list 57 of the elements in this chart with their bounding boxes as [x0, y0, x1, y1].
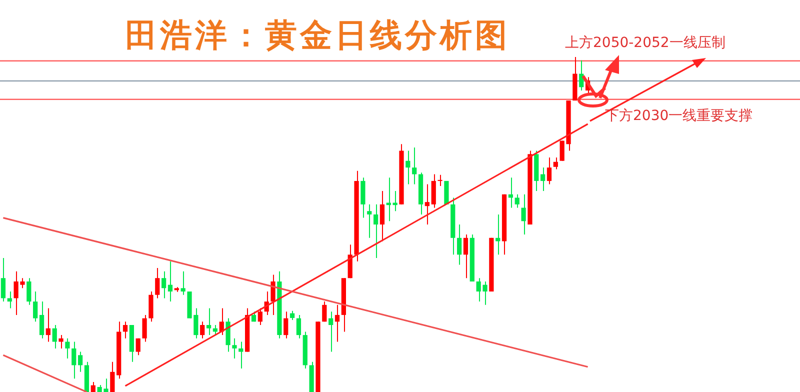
- candlestick: [546, 157, 552, 185]
- candlestick: [39, 301, 44, 339]
- ref-line-label: 下方2030一线重要支撑: [605, 106, 753, 125]
- candlestick: [521, 194, 526, 236]
- candlestick: [386, 177, 391, 222]
- candlestick: [496, 214, 500, 256]
- candlestick: [553, 157, 558, 170]
- candlestick: [168, 260, 173, 302]
- candlestick: [431, 174, 436, 208]
- candlestick: [334, 304, 340, 342]
- candlestick: [26, 278, 32, 306]
- candlestick: [232, 338, 237, 359]
- candlestick: [200, 321, 205, 339]
- candlestick: [78, 351, 83, 372]
- candlestick: [7, 291, 12, 309]
- candlestick: [258, 308, 262, 326]
- candlestick: [142, 314, 147, 342]
- candlestick: [438, 174, 442, 186]
- candlestick: [52, 324, 57, 349]
- candlestick: [161, 270, 166, 299]
- candlestick: [72, 341, 76, 380]
- candlestick: [463, 234, 468, 279]
- candlestick: [322, 301, 327, 322]
- candlestick: [90, 381, 96, 392]
- candlestick: [33, 291, 38, 322]
- candlestick: [392, 190, 398, 212]
- candlestick: [206, 308, 212, 336]
- candlestick: [348, 244, 352, 279]
- candlestick: [296, 314, 302, 339]
- chart-title: 田浩洋：黄金日线分析图: [125, 15, 510, 56]
- candlestick: [412, 146, 417, 185]
- candlestick: [122, 321, 128, 339]
- candlestick: [290, 310, 295, 320]
- candlestick: [270, 274, 276, 316]
- candlestick: [380, 190, 385, 242]
- candlestick: [46, 308, 50, 342]
- candlestick: [58, 334, 64, 349]
- candlestick: [367, 204, 372, 238]
- candlestick: [540, 167, 546, 192]
- candlestick: [406, 150, 410, 185]
- candlestick: [360, 177, 366, 218]
- ref-line-label: 上方2050-2052一线压制: [565, 34, 726, 52]
- candlestick: [148, 291, 154, 322]
- candlestick: [0, 258, 6, 302]
- candlestick: [514, 194, 520, 208]
- candlestick: [328, 311, 334, 352]
- candlestick: [456, 224, 462, 266]
- candlestick: [110, 361, 115, 392]
- candlestick: [373, 204, 378, 258]
- candlestick: [424, 184, 430, 225]
- candlestick: [226, 318, 230, 352]
- candlestick: [155, 268, 160, 299]
- candlestick: [284, 311, 288, 339]
- candlestick: [136, 338, 140, 356]
- candlestick: [180, 270, 186, 296]
- candlestick: [238, 341, 244, 370]
- candlestick: [65, 338, 70, 359]
